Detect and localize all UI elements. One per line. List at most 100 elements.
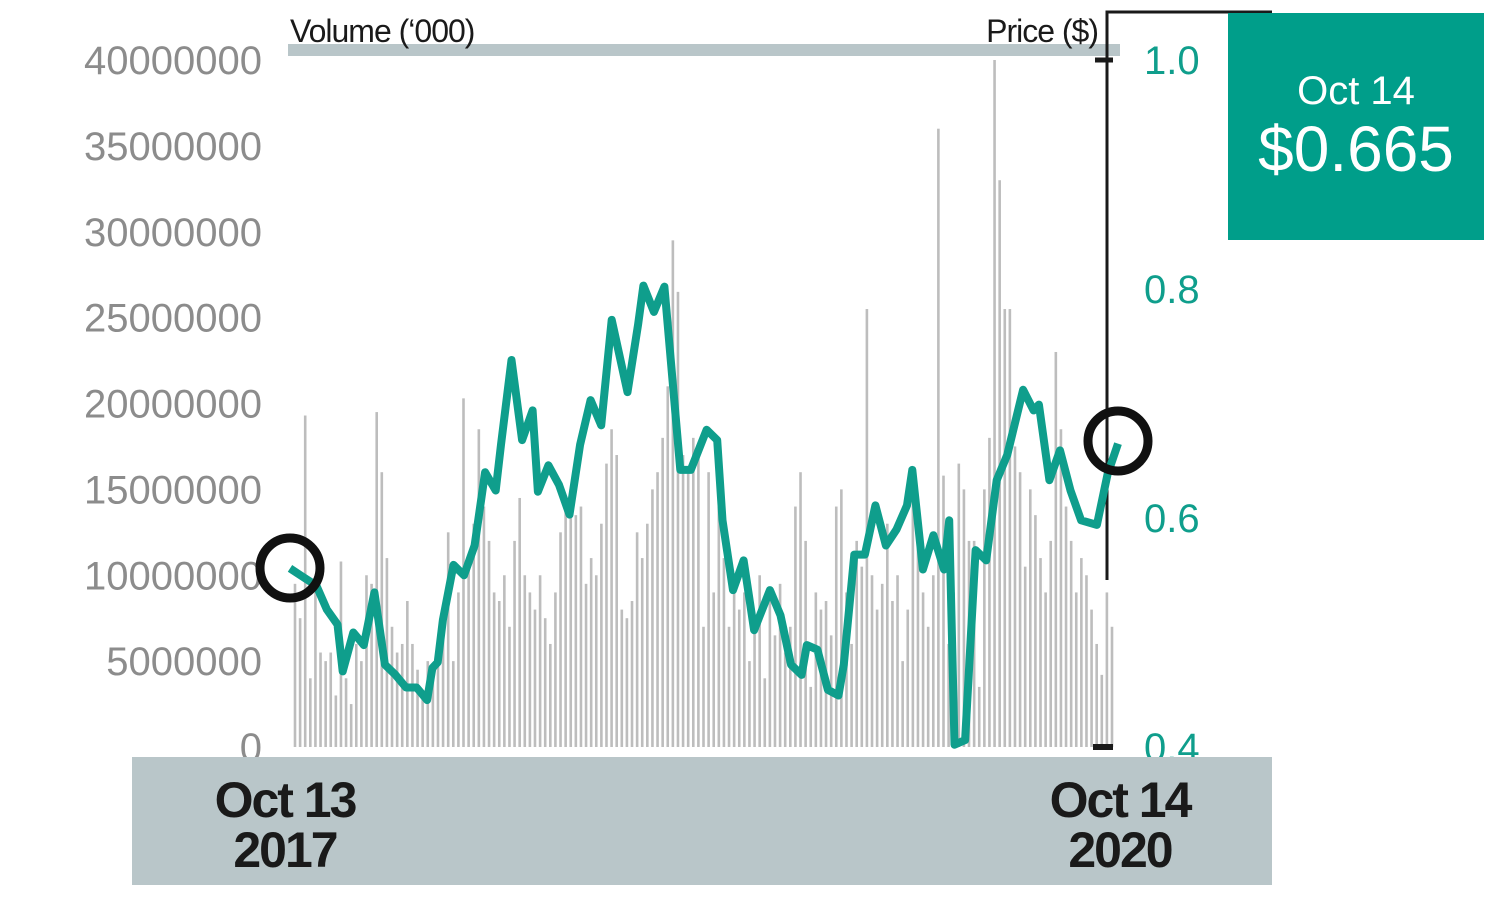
volume-bar [727, 626, 731, 747]
volume-tick-label: 15000000 [84, 468, 262, 512]
volume-bar [1029, 489, 1032, 747]
start-marker [255, 533, 325, 603]
volume-bar [783, 652, 787, 747]
volume-bar [1074, 592, 1078, 747]
volume-bar [436, 661, 440, 747]
volume-tick-label: 20000000 [84, 383, 262, 427]
end-marker [1083, 406, 1153, 476]
volume-bar [875, 609, 879, 747]
volume-bar [620, 609, 624, 747]
volume-bar [661, 437, 664, 747]
price-tick-label: 0.8 [1144, 268, 1200, 312]
volume-bar [630, 601, 634, 747]
volume-bar [487, 540, 491, 747]
volume-bar [921, 592, 925, 747]
volume-bar [962, 489, 966, 747]
volume-bar [375, 412, 378, 747]
volume-tick-label: 40000000 [84, 39, 262, 83]
volume-bar [589, 558, 593, 747]
end-year: 2020 [1068, 822, 1173, 878]
volume-bar [569, 489, 573, 747]
volume-bar [1085, 575, 1088, 747]
volume-bar [513, 540, 516, 747]
volume-bar [365, 575, 368, 747]
volume-bar [605, 463, 608, 747]
volume-bar [753, 618, 756, 747]
callout-price: $0.665 [1258, 113, 1454, 185]
volume-tick-label: 10000000 [84, 554, 262, 598]
volume-bar [451, 661, 455, 747]
volume-bar [635, 532, 639, 747]
volume-bar [574, 515, 578, 747]
volume-bar [426, 661, 430, 747]
volume-bar [492, 592, 496, 747]
volume-bar [600, 523, 603, 747]
volume-bar [584, 583, 588, 747]
volume-bar [390, 626, 394, 747]
price-tick-label: 0.6 [1144, 497, 1200, 541]
volume-bar [778, 583, 782, 747]
volume-bar [646, 523, 649, 747]
volume-bar [411, 643, 414, 747]
volume-bar [988, 437, 991, 747]
volume-bar [1090, 609, 1093, 747]
price-tick-label: 1.0 [1144, 39, 1200, 83]
volume-bar [691, 437, 695, 747]
volume-bar [1034, 515, 1037, 747]
volume-bar [477, 429, 481, 747]
volume-bar [768, 592, 772, 747]
volume-bar [1023, 566, 1027, 747]
volume-bar [400, 643, 404, 747]
volume-bar [1049, 540, 1053, 747]
volume-bar [298, 618, 302, 747]
volume-bar [1003, 309, 1007, 747]
volume-bar [416, 669, 419, 747]
volume-bar [926, 626, 930, 747]
volume-bar [732, 575, 736, 747]
volume-bar [1044, 592, 1047, 747]
volume-bar [309, 678, 312, 747]
volume-bar [380, 472, 384, 747]
volume-tick-label: 30000000 [84, 211, 262, 255]
volume-bar [579, 506, 583, 747]
volume-bar [1080, 558, 1083, 747]
start-year: 2017 [233, 822, 338, 878]
volume-bar [717, 506, 721, 747]
volume-bar [554, 592, 557, 747]
volume-bar [947, 643, 950, 747]
top-band [288, 44, 1120, 56]
volume-bar [789, 626, 792, 747]
volume-bar [559, 532, 562, 747]
start-date: Oct 13 [214, 772, 358, 828]
volume-bar [1095, 643, 1098, 747]
volume-bar [957, 463, 961, 747]
volume-bar [773, 635, 777, 747]
volume-bar [850, 643, 853, 747]
volume-tick-label: 25000000 [84, 297, 262, 341]
volume-bar [344, 678, 348, 747]
volume-bar [931, 575, 935, 747]
volume-bar [528, 592, 532, 747]
end-date: Oct 14 [1049, 772, 1193, 828]
volume-bar [651, 489, 654, 747]
volume-bar [886, 523, 889, 747]
volume-bar [1110, 626, 1114, 747]
volume-bar [1105, 592, 1109, 747]
volume-bar [737, 609, 741, 747]
volume-bar [748, 661, 751, 747]
volume-bar [497, 601, 501, 747]
volume-bar [523, 575, 527, 747]
volume-bar [431, 678, 435, 747]
volume-bar [1008, 309, 1012, 747]
volume-tick-label: 5000000 [106, 640, 262, 684]
volume-bar [314, 592, 317, 747]
volume-bar [855, 540, 858, 747]
end-date-label: Oct 14 2020 [1035, 775, 1205, 875]
callout-leader-line [1105, 10, 1272, 580]
volume-bar [370, 583, 373, 747]
volume-bar [686, 472, 690, 747]
volume-tick-label: 35000000 [84, 125, 262, 169]
volume-bar [472, 523, 476, 747]
volume-bar [901, 661, 904, 747]
volume-bar [354, 643, 358, 747]
